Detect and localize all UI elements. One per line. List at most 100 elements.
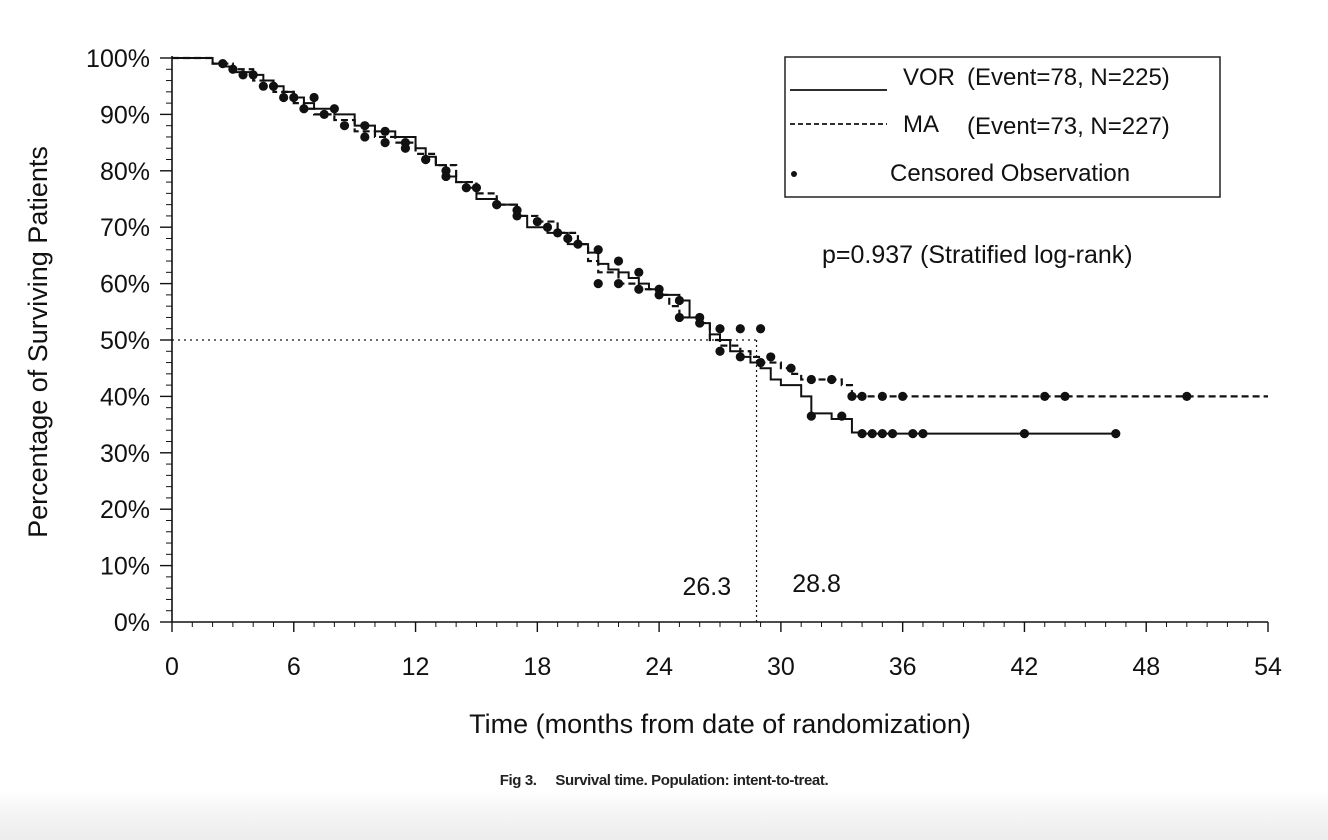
censor-mark-vor bbox=[289, 92, 299, 103]
censor-mark-ma bbox=[634, 284, 644, 294]
censor-mark-ma bbox=[1182, 391, 1192, 401]
x-tick-label: 24 bbox=[645, 653, 673, 681]
censor-mark-vor bbox=[867, 429, 877, 439]
censor-mark-ma bbox=[806, 374, 816, 385]
x-tick-label: 42 bbox=[1011, 653, 1039, 681]
censor-mark-ma bbox=[400, 143, 411, 153]
censor-mark-ma bbox=[299, 104, 309, 114]
censor-mark-ma bbox=[654, 290, 664, 300]
censor-mark-ma bbox=[613, 279, 624, 289]
y-axis-title: Percentage of Surviving Patients bbox=[23, 146, 53, 538]
x-tick-label: 30 bbox=[767, 653, 795, 681]
censor-mark-vor bbox=[248, 70, 258, 80]
median-label-vor: 26.3 bbox=[682, 573, 731, 601]
censor-mark-vor bbox=[918, 429, 928, 439]
censor-mark-ma bbox=[492, 200, 502, 210]
censor-mark-ma bbox=[380, 138, 390, 148]
y-tick-label: 70% bbox=[100, 214, 150, 242]
censor-mark-ma bbox=[319, 109, 329, 119]
y-tick-label: 30% bbox=[100, 440, 150, 468]
censor-mark-ma bbox=[877, 391, 887, 401]
censor-mark-vor bbox=[542, 222, 553, 232]
censor-mark-vor bbox=[674, 295, 685, 306]
censor-mark-vor bbox=[857, 429, 867, 439]
censor-mark-vor bbox=[228, 64, 238, 74]
y-tick-label: 10% bbox=[100, 553, 150, 581]
censor-mark-ma bbox=[827, 374, 837, 385]
median-label-ma: 28.8 bbox=[792, 570, 841, 598]
censor-mark-ma bbox=[532, 216, 542, 227]
censor-mark-vor bbox=[877, 429, 887, 439]
legend-ma-label: MA bbox=[903, 111, 939, 138]
figure-caption: Fig 3. Survival time. Population: intent… bbox=[0, 772, 1328, 789]
censor-mark-vor bbox=[563, 233, 573, 244]
censor-mark-vor bbox=[715, 324, 725, 334]
censored-observations bbox=[218, 59, 1192, 439]
x-tick-label: 6 bbox=[287, 653, 301, 681]
censor-mark-vor bbox=[309, 92, 319, 103]
censor-mark-ma bbox=[258, 81, 268, 91]
censor-mark-ma bbox=[238, 70, 248, 80]
censor-mark-vor bbox=[1019, 429, 1030, 439]
censor-mark-ma bbox=[553, 228, 563, 238]
y-tick-label: 90% bbox=[100, 101, 150, 129]
x-tick-label: 0 bbox=[165, 653, 179, 681]
censor-mark-vor bbox=[380, 126, 390, 136]
censor-mark-ma bbox=[1060, 391, 1070, 401]
y-tick-label: 50% bbox=[100, 327, 150, 355]
legend-vor-stats: (Event=78, N=225) bbox=[967, 64, 1170, 91]
censor-mark-ma bbox=[695, 318, 705, 328]
censor-mark-vor bbox=[806, 411, 816, 421]
censor-mark-ma bbox=[735, 352, 745, 362]
caption-label: Fig 3. bbox=[499, 772, 537, 789]
y-tick-label: 100% bbox=[86, 45, 150, 73]
censor-mark-ma bbox=[339, 121, 350, 131]
censor-mark-ma bbox=[421, 154, 431, 165]
censor-mark-ma bbox=[786, 363, 796, 373]
censor-mark-vor bbox=[1111, 429, 1121, 439]
y-tick-label: 80% bbox=[100, 158, 150, 186]
x-tick-label: 48 bbox=[1132, 653, 1160, 681]
censor-mark-ma bbox=[441, 171, 451, 182]
censor-mark-vor bbox=[735, 324, 745, 334]
censor-mark-vor bbox=[634, 267, 644, 277]
censor-mark-ma bbox=[715, 346, 725, 356]
censor-mark-ma bbox=[1040, 391, 1050, 401]
x-tick-label: 12 bbox=[402, 653, 430, 681]
y-tick-label: 60% bbox=[100, 271, 150, 299]
x-tick-label: 36 bbox=[889, 653, 917, 681]
censor-mark-vor bbox=[887, 429, 898, 439]
censor-mark-vor bbox=[471, 183, 482, 193]
legend-censor-label: Censored Observation bbox=[890, 160, 1130, 187]
legend-ma-stats: (Event=73, N=227) bbox=[967, 113, 1170, 140]
censor-mark-vor bbox=[268, 81, 279, 91]
chart-axes: 0% 10% 20% 30% 40% 50% 60% 70% 80% 90% 100% 0 6 12 18 2… bbox=[86, 45, 1282, 681]
censor-mark-ma bbox=[360, 132, 370, 142]
censor-mark-ma bbox=[218, 59, 228, 69]
censor-mark-ma bbox=[512, 211, 522, 221]
censor-mark-ma bbox=[898, 391, 908, 401]
censor-mark-vor bbox=[360, 121, 370, 131]
p-value-annotation: p=0.937 (Stratified log-rank) bbox=[822, 241, 1133, 269]
y-tick-label: 40% bbox=[100, 383, 150, 411]
censor-mark-ma bbox=[755, 357, 766, 368]
censor-mark-vor bbox=[908, 429, 918, 439]
censor-mark-ma bbox=[573, 239, 583, 249]
censor-mark-ma bbox=[847, 391, 857, 401]
median-reference-lines bbox=[172, 339, 758, 622]
censor-mark-vor bbox=[593, 245, 603, 255]
censor-mark-ma bbox=[461, 183, 471, 193]
x-tick-label: 18 bbox=[523, 653, 551, 681]
censor-mark-ma bbox=[593, 279, 603, 289]
y-tick-label: 20% bbox=[100, 496, 150, 524]
legend: VOR (Event=78, N=225) MA (Event=73, N=22… bbox=[784, 56, 1221, 198]
censor-mark-ma bbox=[857, 391, 867, 401]
legend-censor-marker bbox=[791, 171, 797, 177]
caption-text: Survival time. Population: intent-to-tre… bbox=[555, 772, 829, 789]
censor-mark-vor bbox=[766, 352, 776, 362]
censor-mark-vor bbox=[837, 411, 847, 421]
legend-vor-label: VOR bbox=[903, 64, 955, 91]
y-tick-label: 0% bbox=[114, 609, 150, 637]
censor-mark-vor bbox=[329, 104, 339, 114]
